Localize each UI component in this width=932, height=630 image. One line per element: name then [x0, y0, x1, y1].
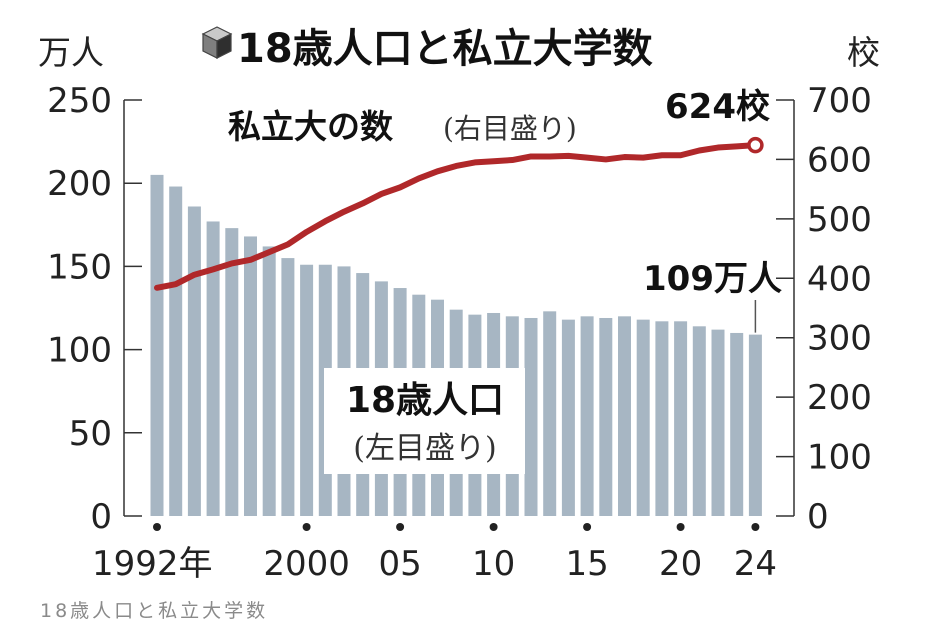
right-tick-label: 100: [807, 438, 872, 478]
left-tick-label: 200: [47, 164, 112, 204]
bar-1995: [206, 221, 220, 517]
bar-2017: [618, 316, 631, 516]
bar-2012: [524, 317, 538, 516]
line-end-marker: [747, 136, 764, 154]
x-tick-dot: [583, 523, 592, 531]
bar-series-label-box: 18歳人口 (左目盛り): [324, 368, 525, 474]
bar-2014: [561, 319, 575, 516]
line-series-name: 私立大の数: [228, 107, 394, 146]
x-tick-dot: [489, 523, 498, 531]
right-axis: 0 100 200 300 400 500 600 700: [776, 81, 872, 537]
chart-title: 18歳人口と私立大学数: [237, 26, 653, 72]
x-tick-label: 20: [659, 544, 702, 584]
bar-2000: [300, 264, 314, 516]
chart-title-group: 18歳人口と私立大学数: [201, 26, 653, 72]
left-axis-unit: 万人: [38, 33, 104, 72]
x-tick-label: 05: [378, 544, 421, 584]
cube-icon: [201, 26, 233, 59]
left-tick-label: 50: [69, 414, 112, 454]
x-axis: 1992年 2000 05 10 15 20 24: [92, 523, 777, 584]
bar-2019: [655, 321, 669, 516]
x-tick-dot: [153, 523, 161, 531]
x-tick-label: 1992年: [92, 544, 213, 584]
right-tick-label: 700: [807, 81, 872, 121]
left-tick-label: 150: [47, 247, 112, 287]
line-end-label: 624校: [665, 87, 770, 127]
bar-2020: [674, 321, 688, 516]
line-shiritsu-daigaku: [154, 136, 764, 291]
bar-1998: [262, 246, 276, 516]
right-tick-label: 300: [807, 319, 872, 359]
bar-1992: [150, 174, 164, 516]
x-tick-dot: [302, 523, 311, 531]
x-tick-label: 24: [734, 544, 777, 584]
x-tick-dot: [396, 523, 405, 531]
figure-caption: 18歳人口と私立大学数: [40, 600, 269, 622]
bar-2023: [730, 332, 744, 516]
bar-1993: [169, 186, 183, 516]
bar-1999: [281, 258, 295, 516]
right-tick-label: 200: [807, 378, 872, 418]
left-tick-label: 250: [47, 81, 112, 121]
bar-1997: [244, 236, 257, 516]
x-tick-label: 2000: [263, 544, 350, 584]
bar-end-label: 109万人: [643, 259, 782, 299]
x-tick-dot: [676, 523, 685, 531]
line-series-note: (右目盛り): [443, 112, 577, 145]
bar-series-note: (左目盛り): [353, 431, 496, 466]
line-path: [154, 142, 759, 291]
bar-2021: [692, 326, 706, 516]
right-tick-label: 500: [807, 200, 872, 240]
bar-2018: [636, 319, 650, 516]
bar-series-name: 18歳人口: [346, 380, 504, 421]
bar-2015: [580, 316, 594, 516]
x-tick-label: 15: [565, 544, 608, 584]
right-tick-label: 600: [807, 140, 872, 180]
bar-2013: [543, 311, 557, 516]
x-tick-dot: [751, 523, 760, 531]
right-axis-unit: 校: [847, 33, 880, 72]
left-axis: 0 50 100 150 200 250: [47, 81, 142, 537]
bar-2022: [711, 329, 725, 516]
left-tick-label: 100: [47, 331, 112, 371]
left-tick-label: 0: [90, 497, 112, 537]
bar-1994: [187, 206, 201, 516]
right-tick-label: 400: [807, 259, 872, 299]
bar-2024: [748, 334, 762, 516]
bar-1996: [225, 228, 239, 517]
bar-2016: [599, 317, 613, 516]
right-tick-label: 0: [807, 497, 829, 537]
x-tick-label: 10: [472, 544, 515, 584]
